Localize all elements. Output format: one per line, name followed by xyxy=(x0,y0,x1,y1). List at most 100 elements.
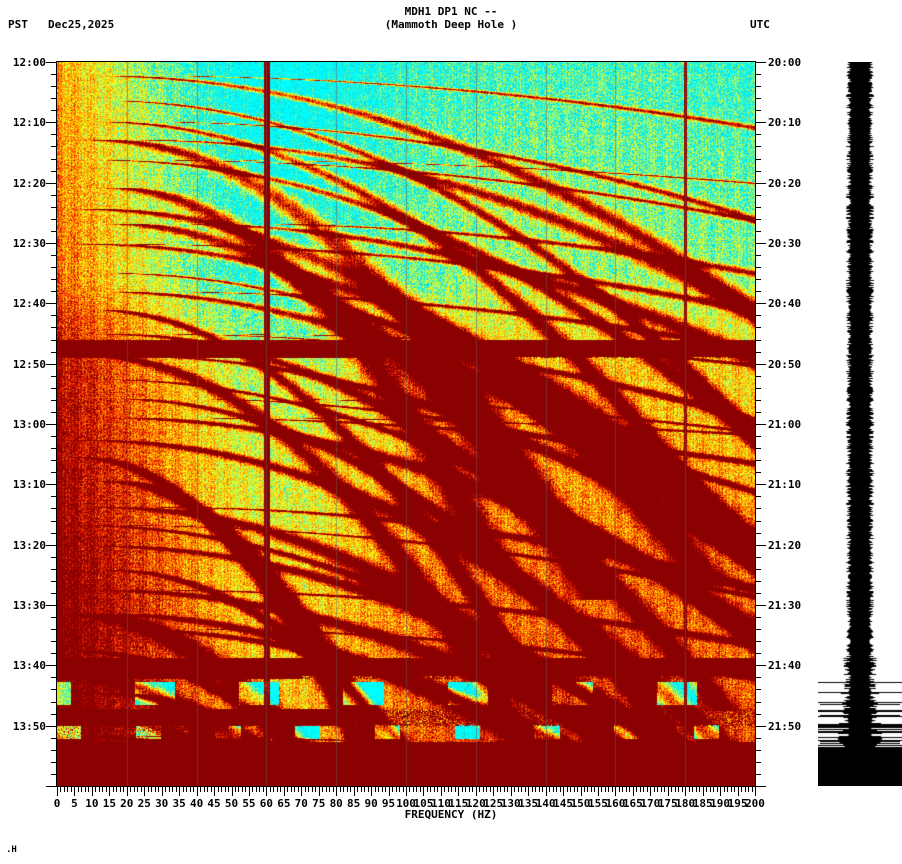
tick-minor-freq xyxy=(343,787,344,792)
tick-minor-right xyxy=(755,159,761,160)
tick-minor-right xyxy=(755,629,761,630)
tick-major-freq xyxy=(127,787,128,796)
tick-minor-right xyxy=(755,653,761,654)
tick-major-left xyxy=(46,122,57,123)
tick-minor-freq xyxy=(312,787,313,792)
tick-minor-freq xyxy=(287,787,288,792)
tick-minor-freq xyxy=(560,787,561,792)
tick-minor-right xyxy=(755,74,761,75)
tick-minor-freq xyxy=(577,787,578,792)
tick-major-freq xyxy=(685,787,686,796)
tick-minor-freq xyxy=(78,787,79,792)
tick-major-left xyxy=(46,665,57,666)
tick-major-freq xyxy=(720,787,721,796)
tick-minor-freq xyxy=(626,787,627,792)
tick-minor-left xyxy=(51,207,57,208)
tick-minor-freq xyxy=(745,787,746,792)
tick-minor-left xyxy=(51,533,57,534)
tick-minor-right xyxy=(755,98,761,99)
tick-minor-right xyxy=(755,521,761,522)
tick-minor-freq xyxy=(155,787,156,792)
tick-major-right xyxy=(755,605,766,606)
spectrogram-plot[interactable] xyxy=(57,62,755,786)
tick-minor-freq xyxy=(486,787,487,792)
tick-minor-freq xyxy=(608,787,609,792)
tick-major-left xyxy=(46,545,57,546)
tick-minor-freq xyxy=(727,787,728,792)
time-label-pst: 12:10 xyxy=(12,116,46,130)
tick-minor-freq xyxy=(298,787,299,792)
tick-major-freq xyxy=(232,787,233,796)
tick-minor-freq xyxy=(584,787,585,792)
tick-minor-freq xyxy=(553,787,554,792)
time-label-utc: 21:00 xyxy=(768,418,802,431)
tick-major-right xyxy=(755,665,766,666)
tick-minor-freq xyxy=(675,787,676,792)
tick-major-freq xyxy=(266,787,267,796)
tick-minor-right xyxy=(755,581,761,582)
tick-minor-freq xyxy=(333,787,334,792)
tick-minor-freq xyxy=(81,787,82,792)
tick-minor-freq xyxy=(169,787,170,792)
tick-minor-freq xyxy=(717,787,718,792)
tick-major-freq xyxy=(162,787,163,796)
tick-minor-right xyxy=(755,400,761,401)
tick-minor-right xyxy=(755,146,761,147)
tick-minor-left xyxy=(51,171,57,172)
freq-label: 85 xyxy=(347,797,361,810)
tick-minor-freq xyxy=(413,787,414,792)
tick-minor-freq xyxy=(221,787,222,792)
tick-minor-left xyxy=(51,291,57,292)
x-axis-title: FREQUENCY (HZ) xyxy=(404,808,498,821)
tick-minor-freq xyxy=(158,787,159,792)
tick-major-right xyxy=(755,183,766,184)
tick-minor-freq xyxy=(350,787,351,792)
tick-minor-right xyxy=(755,569,761,570)
freq-label: 195 xyxy=(727,797,748,810)
freq-label: 40 xyxy=(189,797,204,810)
tick-minor-freq xyxy=(106,787,107,792)
tick-minor-right xyxy=(755,219,761,220)
tick-minor-left xyxy=(51,231,57,232)
tick-major-right xyxy=(755,424,766,425)
tick-major-freq xyxy=(92,787,93,796)
tick-minor-left xyxy=(51,472,57,473)
tick-minor-freq xyxy=(521,787,522,792)
tick-minor-right xyxy=(755,472,761,473)
tick-minor-freq xyxy=(525,787,526,792)
timezone-label-left: PST xyxy=(8,18,28,31)
tick-minor-freq xyxy=(696,787,697,792)
tick-major-freq xyxy=(615,787,616,796)
tick-minor-freq xyxy=(204,787,205,792)
tick-minor-freq xyxy=(326,787,327,792)
tick-minor-freq xyxy=(535,787,536,792)
tick-minor-freq xyxy=(190,787,191,792)
tick-minor-left xyxy=(51,629,57,630)
tick-minor-right xyxy=(755,738,761,739)
freq-label: 75 xyxy=(312,797,326,810)
tick-minor-right xyxy=(755,714,761,715)
axis-bottom xyxy=(56,786,756,787)
tick-minor-right xyxy=(755,508,761,509)
tick-minor-right xyxy=(755,110,761,111)
tick-minor-left xyxy=(51,436,57,437)
tick-minor-right xyxy=(755,315,761,316)
tick-minor-freq xyxy=(291,787,292,792)
tick-minor-freq xyxy=(228,787,229,792)
freq-label: 10 xyxy=(85,797,99,810)
tick-minor-freq xyxy=(225,787,226,792)
tick-minor-right xyxy=(755,207,761,208)
tick-minor-freq xyxy=(539,787,540,792)
tick-minor-freq xyxy=(587,787,588,792)
tick-minor-freq xyxy=(731,787,732,792)
tick-minor-freq xyxy=(640,787,641,792)
tick-minor-freq xyxy=(263,787,264,792)
time-label-pst: 12:30 xyxy=(12,237,46,250)
tick-minor-left xyxy=(51,279,57,280)
tick-minor-right xyxy=(755,171,761,172)
freq-label: 55 xyxy=(242,797,256,810)
tick-minor-freq xyxy=(113,787,114,792)
tick-major-left xyxy=(46,364,57,365)
amplitude-trace-plot[interactable] xyxy=(818,62,902,786)
tick-minor-freq xyxy=(218,787,219,792)
